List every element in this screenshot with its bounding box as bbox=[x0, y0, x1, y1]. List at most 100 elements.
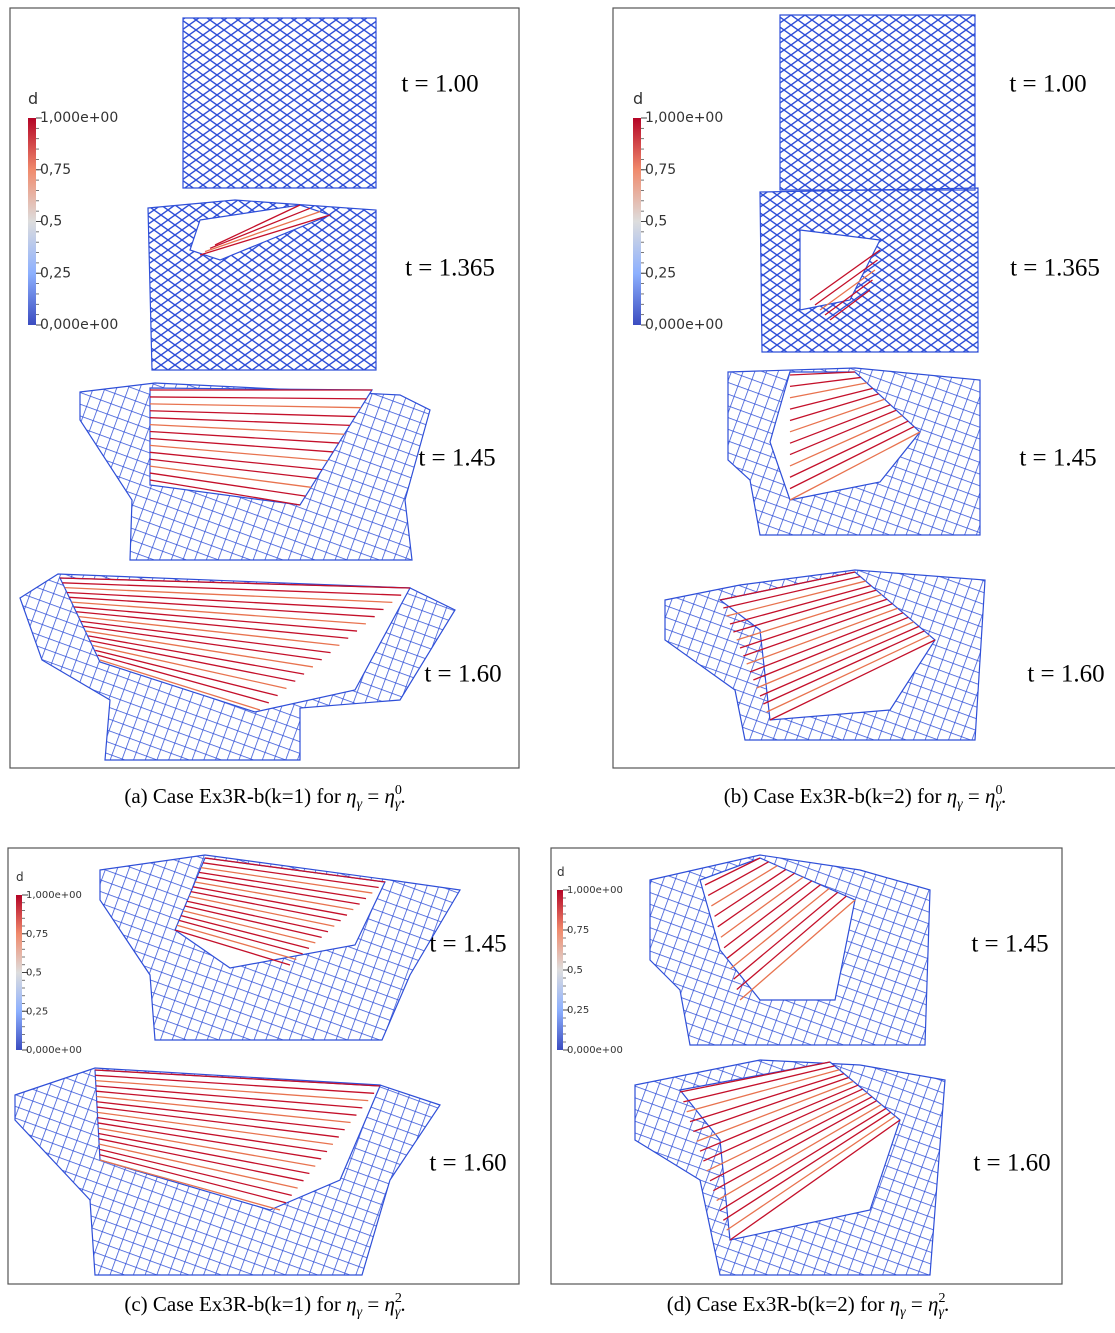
damage-line bbox=[97, 1111, 334, 1145]
colorbar-tick-label: 0,75 bbox=[40, 162, 71, 178]
damage-line bbox=[194, 881, 354, 911]
caption-part: η bbox=[890, 1292, 900, 1316]
damage-line bbox=[83, 625, 322, 661]
damage-line bbox=[214, 204, 301, 246]
damage-line bbox=[789, 420, 909, 478]
caption-part: γ bbox=[395, 797, 401, 812]
caption-part: γ bbox=[357, 797, 363, 812]
colorbar-tick-label: 0,75 bbox=[26, 929, 48, 940]
caption-part: γ bbox=[938, 1305, 944, 1320]
damage-line bbox=[756, 621, 914, 689]
caption-part: γ bbox=[357, 1305, 363, 1320]
damage-line bbox=[789, 431, 921, 501]
colorbar-tick-label: 0,5 bbox=[40, 214, 62, 230]
panel: t = 1.00 t = 1.365 t = 1.45 t = 1.60 d1,000e… bbox=[9, 7, 520, 812]
damage-line bbox=[149, 458, 317, 480]
damage-line bbox=[789, 393, 879, 422]
time-label: t = 1.60 bbox=[429, 1150, 506, 1177]
damage-line bbox=[204, 211, 321, 253]
time-label: t = 1.365 bbox=[405, 255, 495, 282]
damage-line bbox=[178, 919, 303, 955]
colorbar-tick-label: 0,000e+00 bbox=[40, 317, 118, 333]
damage-line bbox=[92, 644, 287, 690]
colorbar-tick-label: 0,25 bbox=[645, 265, 676, 281]
damage-line bbox=[723, 575, 861, 609]
damage-line bbox=[149, 417, 350, 427]
damage-line bbox=[99, 1159, 281, 1211]
colorbar bbox=[28, 118, 36, 325]
caption-part: (d) Case Ex3R-b(k=2) for bbox=[667, 1292, 890, 1316]
colorbar-tick-label: 0,75 bbox=[645, 162, 676, 178]
damage-line bbox=[679, 1061, 831, 1093]
damage-line bbox=[769, 639, 936, 721]
damage-line bbox=[204, 857, 386, 883]
damage-line bbox=[94, 1069, 381, 1087]
damage-line bbox=[149, 410, 356, 418]
damage-line bbox=[730, 888, 830, 970]
caption-part: γ bbox=[900, 1305, 906, 1320]
damage-line bbox=[766, 634, 930, 713]
damage-line bbox=[192, 886, 348, 916]
caption-part: 2 bbox=[938, 1291, 945, 1306]
caption-part: = bbox=[362, 784, 384, 808]
damage-line bbox=[789, 387, 873, 410]
caption-part: γ bbox=[957, 797, 963, 812]
damage-line bbox=[199, 214, 331, 256]
damage-line bbox=[186, 900, 329, 933]
time-label: t = 1.00 bbox=[1009, 71, 1086, 98]
time-label: t = 1.45 bbox=[1019, 445, 1096, 472]
caption: (b) Case Ex3R-b(k=2) for ηγ = η0 γ. bbox=[724, 783, 1006, 812]
damage-line bbox=[689, 1072, 845, 1123]
caption-part: η bbox=[384, 1292, 394, 1316]
damage-line bbox=[789, 376, 861, 388]
damage-line bbox=[190, 890, 341, 922]
damage-line bbox=[789, 409, 897, 456]
damage-line bbox=[95, 649, 278, 697]
caption-part: 0 bbox=[395, 783, 402, 798]
damage-line bbox=[96, 1090, 357, 1116]
damage-line bbox=[200, 866, 373, 894]
colorbar bbox=[557, 890, 563, 1050]
damage-line bbox=[96, 1101, 345, 1131]
damage-line bbox=[98, 1132, 310, 1175]
damage-line bbox=[706, 1092, 868, 1172]
time-label: t = 1.60 bbox=[973, 1150, 1050, 1177]
damage-line bbox=[90, 640, 296, 682]
damage-line bbox=[96, 1106, 339, 1138]
damage-line bbox=[196, 876, 360, 905]
damage-line bbox=[789, 425, 915, 490]
damage-line bbox=[88, 635, 305, 675]
caption-part: . bbox=[400, 784, 405, 808]
crack-region bbox=[799, 229, 881, 311]
damage-line bbox=[739, 899, 856, 1001]
panel: t = 1.00 t = 1.365 t = 1.45 t = 1.60 d1,000e… bbox=[612, 7, 1115, 812]
damage-line bbox=[98, 1138, 304, 1182]
damage-line bbox=[719, 1107, 887, 1211]
damage-line bbox=[789, 398, 885, 433]
damage-line bbox=[726, 1115, 896, 1231]
damage-line bbox=[59, 577, 411, 589]
damage-line bbox=[149, 479, 301, 506]
colorbar-tick-label: 0,75 bbox=[567, 925, 589, 936]
caption-part: γ bbox=[995, 797, 1001, 812]
damage-line bbox=[707, 861, 769, 897]
damage-line bbox=[739, 598, 888, 649]
damage-line bbox=[198, 871, 367, 900]
colorbar-tick-label: 1,000e+00 bbox=[40, 110, 118, 126]
caption-part: 0 bbox=[995, 783, 1002, 798]
damage-line bbox=[683, 1065, 835, 1103]
colorbar-tick-label: 0,000e+00 bbox=[567, 1045, 623, 1056]
panel: t = 1.45 t = 1.60 d1,000e+00 0,75 0,5 0,25 0,0… bbox=[7, 847, 520, 1320]
damage-line bbox=[149, 437, 334, 453]
colorbar-tick-label: 0,000e+00 bbox=[645, 317, 723, 333]
damage-line bbox=[763, 630, 925, 705]
colorbar-tick-label: 0,5 bbox=[26, 968, 42, 979]
caption-part: η bbox=[346, 1292, 356, 1316]
damage-line bbox=[743, 603, 893, 657]
damage-line bbox=[95, 1085, 363, 1109]
colorbar-tick-label: 0,5 bbox=[567, 965, 583, 976]
damage-line bbox=[809, 249, 881, 301]
colorbar-tick-label: 0,000e+00 bbox=[26, 1045, 82, 1056]
damage-line bbox=[64, 586, 393, 604]
